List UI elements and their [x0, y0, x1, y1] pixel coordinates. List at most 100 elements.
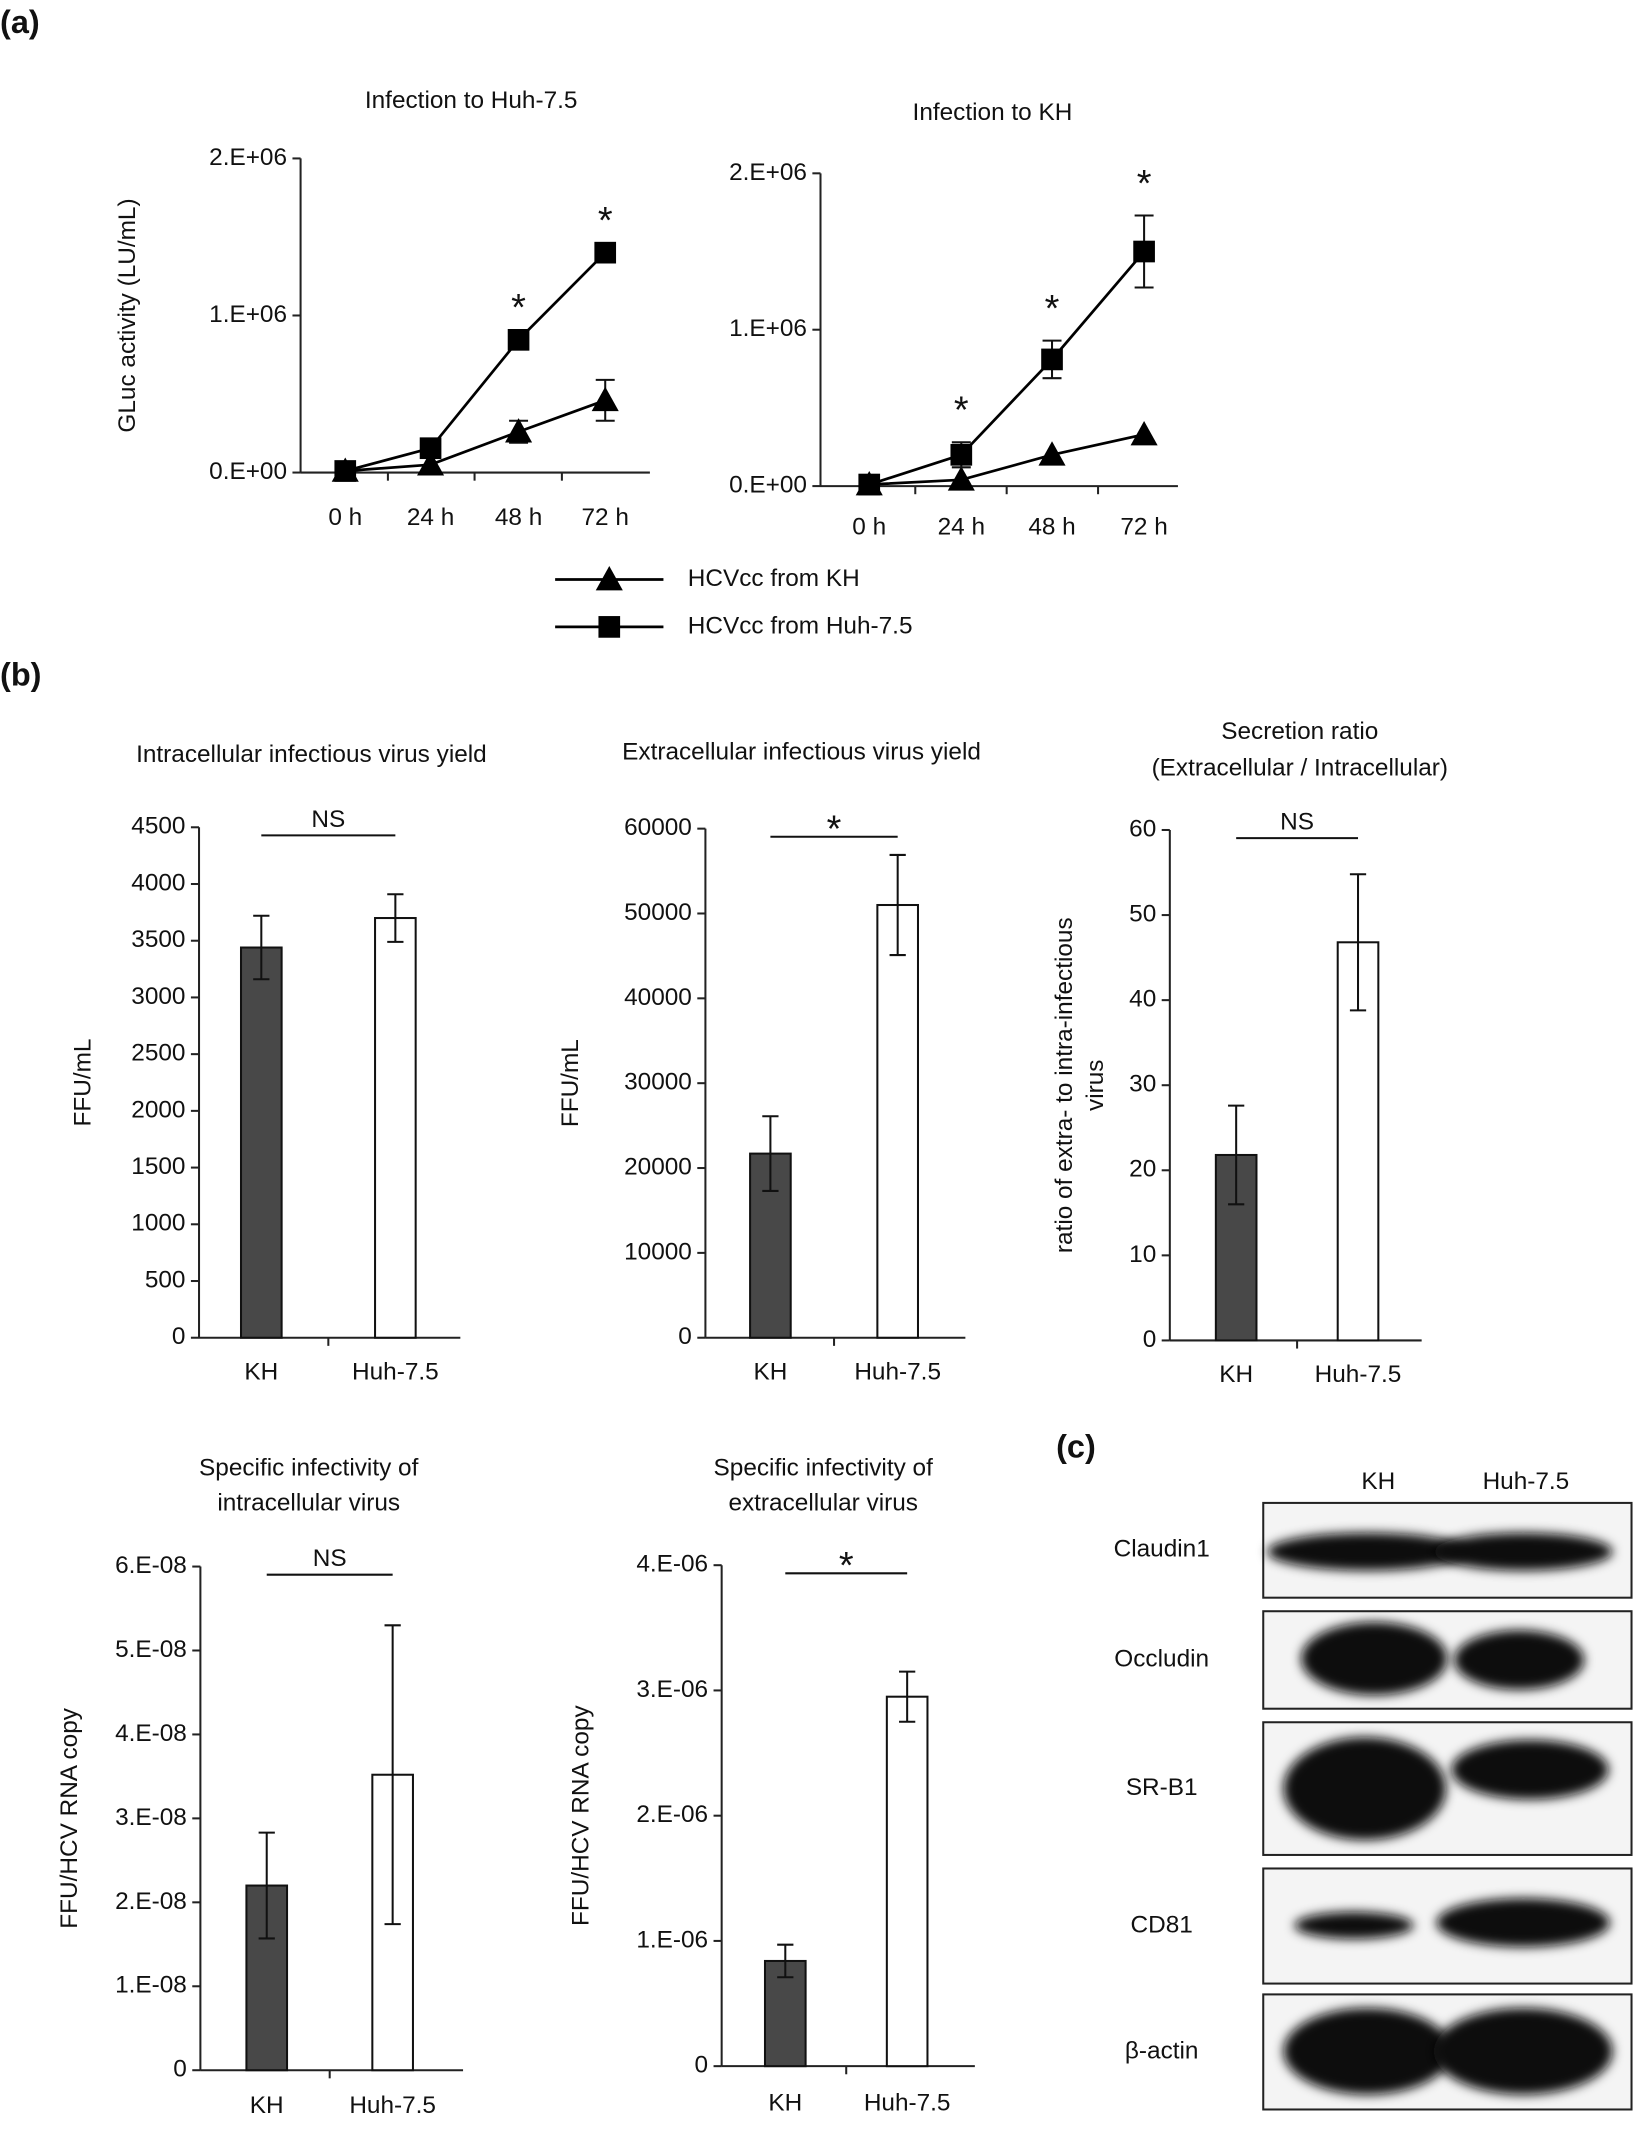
y-tick-label: 2500: [131, 1040, 185, 1067]
y-axis-label: FFU/mL: [557, 1039, 584, 1127]
series-line: [345, 399, 606, 473]
y-tick-label: 1.E+06: [209, 301, 287, 328]
y-tick-label: 2000: [131, 1096, 185, 1123]
y-tick-label: 0: [172, 1323, 186, 1350]
blot-band: [1301, 1622, 1448, 1696]
chart-title: (Extracellular / Intracellular): [1152, 755, 1448, 782]
y-tick-label: 50: [1129, 901, 1156, 928]
y-tick-label: 4000: [131, 869, 185, 896]
x-tick-label: 48 h: [495, 504, 542, 531]
blot-row-label: Claudin1: [1114, 1536, 1210, 1563]
panel-label: (b): [0, 657, 41, 693]
y-tick-label: 0.E+00: [209, 458, 287, 485]
chart-title: intracellular virus: [217, 1490, 400, 1517]
blot-row-label: Occludin: [1114, 1645, 1209, 1672]
x-tick-label: 72 h: [582, 504, 629, 531]
x-tick-label: KH: [753, 1358, 787, 1385]
y-tick-label: 50000: [624, 899, 692, 926]
y-tick-label: 0: [695, 2052, 709, 2079]
x-tick-label: KH: [250, 2092, 284, 2119]
triangle-marker: [595, 565, 623, 591]
x-tick-label: Huh-7.5: [864, 2090, 951, 2117]
square-marker: [1133, 240, 1155, 263]
bar: [763, 1959, 807, 2068]
triangle-marker: [947, 466, 975, 491]
bar: [239, 946, 283, 1339]
y-tick-label: 3000: [131, 983, 185, 1010]
square-marker: [1041, 348, 1063, 371]
y-tick-label: 1.E+06: [729, 315, 807, 342]
bar: [876, 903, 920, 1339]
blot-band: [1283, 1737, 1447, 1841]
triangle-marker: [505, 418, 533, 443]
y-tick-label: 2.E+06: [209, 144, 287, 171]
y-tick-label: 30: [1129, 1071, 1156, 1098]
significance-mark: *: [598, 200, 613, 242]
x-tick-label: Huh-7.5: [1315, 1361, 1402, 1388]
y-tick-label: 2.E-06: [636, 1801, 708, 1828]
chart-title: Specific infectivity of: [714, 1455, 934, 1482]
blot-band: [1267, 1532, 1468, 1571]
blot-band: [1451, 1739, 1609, 1800]
bar: [885, 1695, 929, 2068]
y-tick-label: 4500: [131, 813, 185, 840]
triangle-marker: [591, 386, 619, 412]
significance-label: NS: [1280, 809, 1314, 836]
y-tick-label: 40: [1129, 986, 1156, 1013]
y-tick-label: 30000: [624, 1069, 692, 1096]
y-axis-label: FFU/HCV RNA copy: [56, 1707, 83, 1928]
chart-title: Extracellular infectious virus yield: [622, 738, 981, 765]
x-tick-label: 72 h: [1120, 513, 1167, 540]
chart-title: Specific infectivity of: [199, 1455, 419, 1482]
y-tick-label: 20: [1129, 1156, 1156, 1183]
x-tick-label: 24 h: [938, 513, 985, 540]
y-tick-label: 10000: [624, 1238, 692, 1265]
y-axis-label: FFU/mL: [69, 1039, 96, 1127]
significance-mark: *: [954, 390, 969, 432]
square-marker: [419, 437, 442, 460]
y-tick-label: 20000: [624, 1153, 692, 1180]
significance-label: *: [827, 808, 842, 850]
panel-label: (a): [0, 4, 40, 40]
x-tick-label: 0 h: [328, 504, 362, 531]
lane-label: Huh-7.5: [1483, 1468, 1570, 1495]
series-line: [344, 251, 607, 473]
y-tick-label: 1500: [131, 1153, 185, 1180]
x-tick-label: KH: [244, 1358, 278, 1385]
y-tick-label: 60: [1129, 815, 1156, 842]
y-tick-label: 1.E-06: [636, 1926, 708, 1953]
y-tick-label: 10: [1129, 1241, 1156, 1268]
blot-band: [1454, 1630, 1585, 1690]
significance-mark: *: [1137, 163, 1152, 205]
y-tick-label: 0.E+00: [729, 472, 807, 499]
square-marker: [598, 616, 621, 638]
y-tick-label: 6.E-08: [115, 1552, 187, 1579]
square-marker: [594, 241, 617, 264]
x-tick-label: 24 h: [407, 504, 454, 531]
blot-band: [1283, 2007, 1452, 2095]
series-line: [869, 433, 1145, 486]
y-tick-label: 3.E-06: [636, 1676, 708, 1703]
y-tick-label: 3500: [131, 926, 185, 953]
blot-row-label: CD81: [1131, 1911, 1193, 1938]
square-marker: [950, 443, 973, 466]
x-tick-label: Huh-7.5: [352, 1358, 439, 1385]
chart-title: extracellular virus: [728, 1490, 918, 1517]
y-tick-label: 0: [1143, 1326, 1157, 1353]
y-tick-label: 40000: [624, 984, 692, 1011]
y-tick-label: 0: [678, 1323, 692, 1350]
x-tick-label: Huh-7.5: [349, 2092, 436, 2119]
significance-label: NS: [311, 806, 345, 833]
chart-title: Secretion ratio: [1221, 718, 1378, 745]
significance-mark: *: [1045, 288, 1060, 330]
y-tick-label: 4.E-08: [115, 1720, 187, 1747]
significance-mark: *: [511, 287, 526, 329]
triangle-marker: [1130, 420, 1158, 446]
blot-band: [1433, 2007, 1613, 2095]
x-tick-label: KH: [768, 2090, 802, 2117]
square-marker: [507, 329, 530, 351]
lane-label: KH: [1361, 1468, 1395, 1495]
y-tick-label: 4.E-06: [636, 1551, 708, 1578]
blot-row-label: β-actin: [1125, 2037, 1199, 2064]
y-axis-label: virus: [1082, 1059, 1109, 1110]
